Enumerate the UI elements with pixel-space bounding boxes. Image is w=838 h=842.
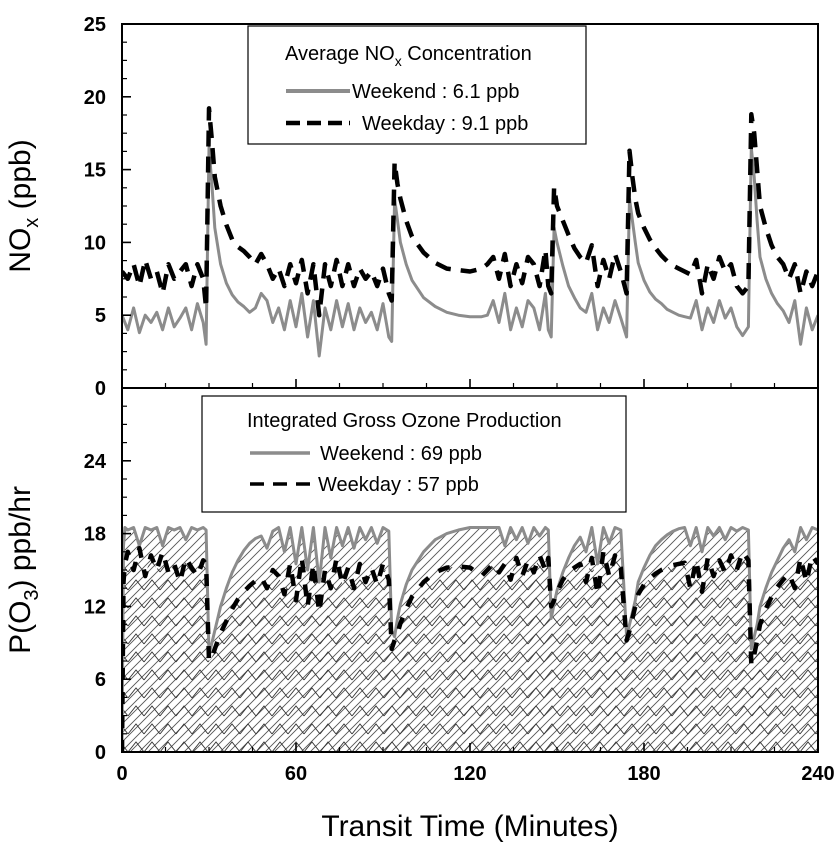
- ozone-series-layer: [122, 526, 818, 752]
- xtick-label: 120: [453, 763, 486, 785]
- nox-legend-title-rest: Concentration: [402, 43, 532, 65]
- nox-legend-title-main: Average NO: [285, 43, 395, 65]
- nox-ytick-label: 0: [95, 378, 106, 400]
- nox-legend-label-weekday: Weekday : 9.1 ppb: [362, 113, 528, 135]
- nox-ytick-label: 15: [84, 160, 106, 182]
- ozone-ytick-label: 6: [95, 669, 106, 691]
- nox-ticks: 0 5 10 15 20 25: [84, 14, 819, 400]
- ozone-legend-label-weekday: Weekday : 57 ppb: [318, 474, 479, 496]
- ozone-legend-label-weekend: Weekend : 69 ppb: [320, 443, 482, 465]
- xtick-label: 180: [627, 763, 660, 785]
- nox-ytick-label: 5: [95, 305, 106, 327]
- nox-ylabel-sub: x: [21, 218, 43, 228]
- ozone-ylabel-unit: ) ppb/hr: [4, 486, 37, 589]
- ozone-area-1: [122, 548, 818, 752]
- nox-legend-box: [247, 25, 587, 145]
- ozone-line-weekend: [122, 526, 818, 752]
- nox-line-weekend: [122, 146, 818, 358]
- ozone-ytick-label: 0: [95, 742, 106, 764]
- x-axis-title: Transit Time (Minutes): [321, 810, 618, 842]
- xtick-label: 0: [116, 763, 127, 785]
- nox-legend: Average NOx Concentration Weekend : 6.1 …: [247, 25, 587, 145]
- ozone-y-axis-title: P(O3) ppb/hr: [4, 486, 43, 654]
- nox-legend-title-sub: x: [395, 53, 402, 69]
- nox-y-axis-title: NOx (ppb): [4, 139, 43, 272]
- ozone-ylabel-sub: 3: [21, 589, 43, 600]
- ozone-legend: Integrated Gross Ozone Production Weeken…: [201, 395, 627, 513]
- nox-ylabel-main: NO: [4, 228, 37, 273]
- ozone-ytick-label: 12: [84, 596, 106, 618]
- ozone-ylabel-main: P(O: [4, 601, 37, 654]
- nox-ytick-label: 20: [84, 87, 106, 109]
- xtick-label: 60: [285, 763, 307, 785]
- nox-ytick-label: 25: [84, 14, 106, 36]
- nox-legend-label-weekend: Weekend : 6.1 ppb: [352, 81, 520, 103]
- nox-legend-title: Average NOx Concentration: [285, 43, 532, 69]
- nox-ylabel-unit: (ppb): [4, 139, 37, 217]
- nox-ytick-label: 10: [84, 232, 106, 254]
- nox-line-weekday: [122, 106, 818, 318]
- xtick-label: 240: [801, 763, 834, 785]
- ozone-ytick-label: 18: [84, 524, 106, 546]
- ozone-ytick-label: 24: [84, 451, 107, 473]
- ozone-line-weekday: [122, 545, 818, 752]
- ozone-legend-title: Integrated Gross Ozone Production: [247, 410, 562, 432]
- nox-series-layer: [122, 106, 818, 358]
